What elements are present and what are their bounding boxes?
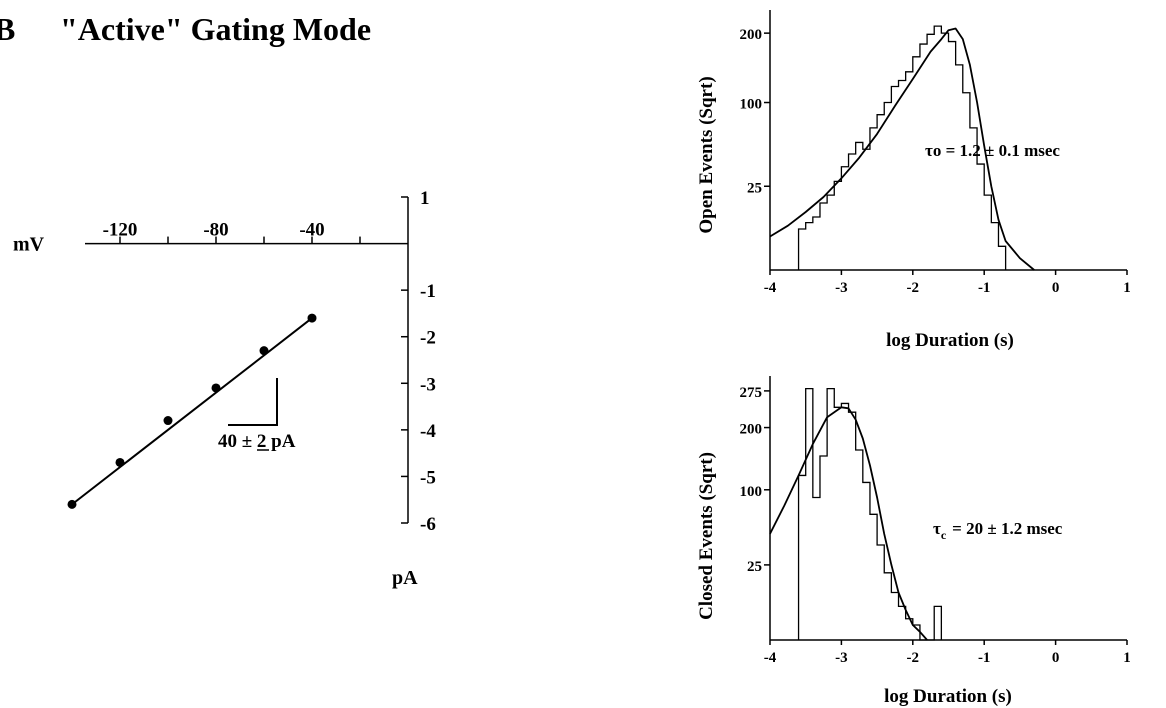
iv-y-axis-label: pA [392, 567, 418, 589]
closed-x-tick-label-0: -4 [764, 650, 777, 666]
closed-plot-xlabel: log Duration (s) [884, 686, 1012, 707]
open-x-tick-label-4: 0 [1052, 280, 1060, 296]
iv-plot: -120 -80 -40 1 -1 -2 -3 -4 -5 -6 mV pA 40 ± 2 pA [13, 188, 436, 589]
iv-data-point-0 [67, 499, 77, 509]
open-fit-curve [769, 27, 1035, 271]
iv-y-tick-label-3: -3 [420, 374, 436, 395]
closed-x-tick-label-2: -2 [907, 650, 920, 666]
open-y-tick-label-2: 200 [740, 27, 763, 43]
iv-x-tick-label-0: -120 [103, 220, 138, 241]
closed-annotation-text: = 20 ± 1.2 msec [952, 519, 1063, 538]
closed-x-tick-label-4: 0 [1052, 650, 1060, 666]
iv-data-point-5 [307, 313, 317, 323]
iv-fit-line [71, 317, 313, 506]
iv-y-tick-label-1: -1 [420, 281, 436, 302]
iv-y-tick-label-0: 1 [420, 188, 430, 209]
iv-data-point-2 [163, 416, 173, 426]
iv-data-point-4 [259, 346, 269, 356]
open-events-plot: -4 -3 -2 -1 0 1 25 100 200 [740, 10, 1131, 296]
closed-x-tick-label-5: 1 [1123, 650, 1131, 666]
closed-plot-ylabel: Closed Events (Sqrt) [696, 452, 717, 620]
tau-subscript: c [941, 528, 947, 542]
iv-y-tick-label-2: -2 [420, 328, 436, 349]
closed-y-tick-label-2: 200 [740, 422, 763, 438]
open-y-tick-label-0: 25 [747, 180, 762, 196]
iv-scale-bar-label: 40 ± 2 pA [218, 431, 296, 452]
iv-x-tick-label-2: -40 [299, 220, 324, 241]
closed-x-tick-label-1: -3 [835, 650, 848, 666]
tau-symbol: τ [933, 519, 941, 538]
closed-y-tick-label-3: 275 [740, 385, 763, 401]
closed-fit-curve [769, 406, 928, 641]
iv-data-point-1 [115, 457, 125, 467]
iv-y-tick-label-4: -4 [420, 421, 436, 442]
closed-plot-annotation: τc = 20 ± 1.2 msec [933, 519, 1063, 542]
iv-y-tick-label-6: -6 [420, 514, 436, 535]
open-plot-annotation: τo = 1.2 ± 0.1 msec [925, 141, 1060, 160]
closed-histogram-steps [797, 387, 943, 641]
open-x-tick-label-5: 1 [1123, 280, 1131, 296]
iv-x-tick-label-1: -80 [203, 220, 228, 241]
open-x-tick-label-1: -3 [835, 280, 848, 296]
open-x-tick-label-3: -1 [978, 280, 991, 296]
open-x-tick-label-0: -4 [764, 280, 777, 296]
closed-x-tick-label-3: -1 [978, 650, 991, 666]
iv-scale-bar [228, 378, 278, 426]
iv-data-point-3 [211, 383, 221, 393]
open-x-tick-label-2: -2 [907, 280, 920, 296]
iv-y-tick-label-5: -5 [420, 467, 436, 488]
iv-x-axis-label: mV [13, 234, 45, 256]
closed-events-plot: -4 -3 -2 -1 0 1 25 100 200 275 [740, 376, 1131, 666]
closed-y-tick-label-1: 100 [740, 484, 763, 500]
figure-title: "Active" Gating Mode [60, 11, 371, 47]
open-histogram-steps [797, 25, 1007, 270]
open-plot-xlabel: log Duration (s) [886, 330, 1014, 351]
closed-y-tick-label-0: 25 [747, 559, 762, 575]
panel-label: B [0, 11, 15, 47]
open-y-tick-label-1: 100 [740, 97, 763, 113]
open-plot-ylabel: Open Events (Sqrt) [696, 76, 717, 233]
